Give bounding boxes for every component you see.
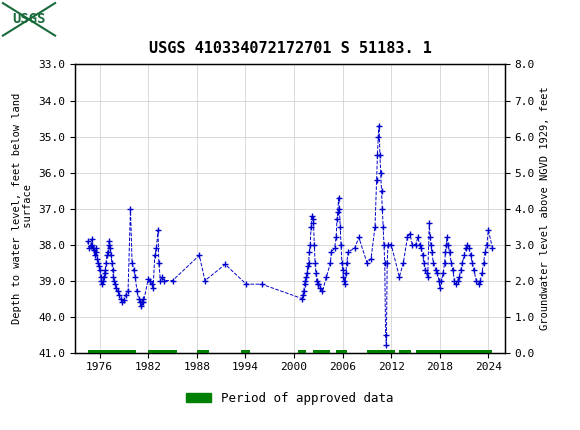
Y-axis label: Depth to water level, feet below land
 surface: Depth to water level, feet below land su… bbox=[12, 93, 33, 324]
Legend: Period of approved data: Period of approved data bbox=[181, 387, 399, 410]
Title: USGS 410334072172701 S 51183. 1: USGS 410334072172701 S 51183. 1 bbox=[148, 41, 432, 56]
Text: USGS: USGS bbox=[12, 12, 46, 26]
FancyBboxPatch shape bbox=[3, 3, 55, 36]
Y-axis label: Groundwater level above NGVD 1929, feet: Groundwater level above NGVD 1929, feet bbox=[540, 87, 550, 330]
